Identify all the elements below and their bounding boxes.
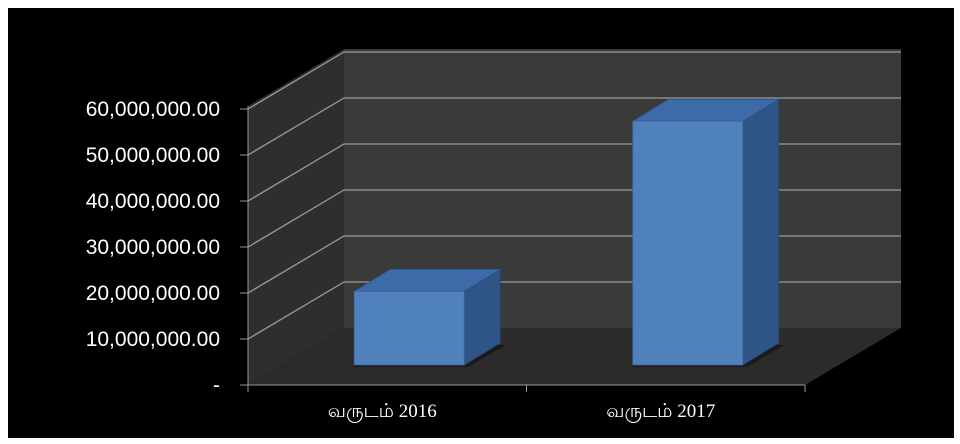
bar-front xyxy=(632,120,744,366)
y-tick-label: 60,000,000.00 xyxy=(86,98,220,121)
y-tick-label: 10,000,000.00 xyxy=(86,328,220,351)
y-axis-ticks: - 10,000,000.00 20,000,000.00 30,000,000.00… xyxy=(86,98,249,397)
floor xyxy=(248,328,901,385)
gridline xyxy=(247,51,901,110)
y-tick-label: 40,000,000.00 xyxy=(86,190,220,213)
x-tick-label: வருடம் 2016 xyxy=(328,401,437,423)
y-tick-label: - xyxy=(213,374,220,397)
y-tick-label: 30,000,000.00 xyxy=(86,236,220,259)
bar xyxy=(630,98,785,367)
y-tick-label: 20,000,000.00 xyxy=(86,282,220,305)
bar-side xyxy=(742,98,780,366)
x-axis: வருடம் 2016 வருடம் 2017 xyxy=(247,384,806,423)
y-tick-label: 50,000,000.00 xyxy=(86,144,220,167)
gridline xyxy=(247,97,901,156)
x-tick-label: வருடம் 2017 xyxy=(606,401,715,423)
bars xyxy=(352,98,785,367)
side-wall xyxy=(248,49,344,385)
chart-walls xyxy=(248,49,901,385)
bar-front xyxy=(353,290,465,366)
bar xyxy=(352,268,507,367)
